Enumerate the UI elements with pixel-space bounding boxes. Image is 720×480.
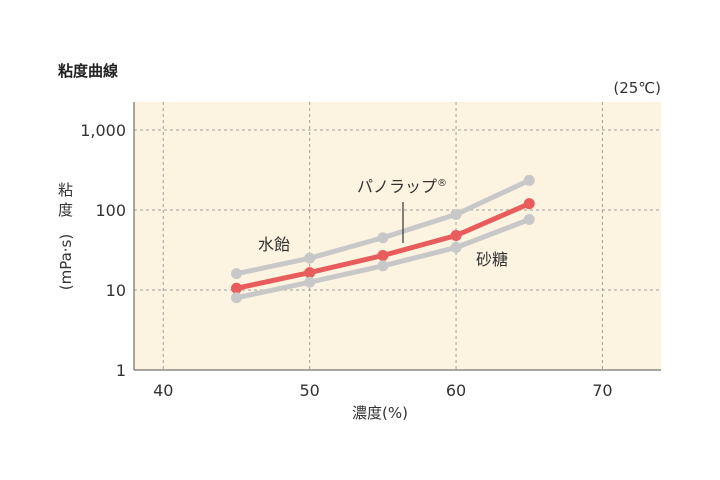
tick-labels: 40 50 60 70 1 10 100 1,000 xyxy=(80,121,612,400)
y-tick-label: 1,000 xyxy=(80,121,126,140)
data-point xyxy=(230,282,242,294)
data-point xyxy=(377,249,389,261)
data-point xyxy=(304,267,316,279)
x-tick-label: 50 xyxy=(299,381,319,400)
y-label-char-2: 度 xyxy=(58,201,73,219)
data-point xyxy=(230,268,242,280)
series-label-panolap: パノラップ® xyxy=(357,177,447,196)
x-tick-label: 40 xyxy=(153,381,173,400)
data-point xyxy=(304,276,316,288)
x-tick-label: 70 xyxy=(592,381,612,400)
data-point xyxy=(450,230,462,242)
temperature-note: (25℃) xyxy=(613,79,661,97)
y-tick-label: 100 xyxy=(95,201,126,220)
series-points xyxy=(230,174,535,304)
data-point xyxy=(304,252,316,264)
data-point xyxy=(377,232,389,244)
y-label-char-1: 粘 xyxy=(58,181,73,199)
plot-area xyxy=(134,102,661,370)
data-point xyxy=(450,241,462,253)
y-tick-label: 10 xyxy=(106,281,126,300)
series-label-mizuame: 水飴 xyxy=(258,235,290,254)
data-point xyxy=(450,208,462,220)
x-tick-label: 60 xyxy=(446,381,466,400)
data-point xyxy=(230,292,242,304)
y-tick-label: 1 xyxy=(116,361,126,380)
chart-title: 粘度曲線 xyxy=(58,62,118,80)
series-label-sugar: 砂糖 xyxy=(476,250,508,269)
y-axis-label-unit: (mPa·s) xyxy=(57,234,75,290)
data-point xyxy=(377,260,389,272)
registered-mark: ® xyxy=(437,178,447,189)
x-axis-label: 濃度(%) xyxy=(352,404,408,422)
y-axis-label-main: 粘 度 xyxy=(58,181,78,219)
panolap-name: パノラップ xyxy=(357,177,437,196)
data-point xyxy=(523,198,535,210)
data-point xyxy=(523,174,535,186)
data-point xyxy=(523,214,535,226)
